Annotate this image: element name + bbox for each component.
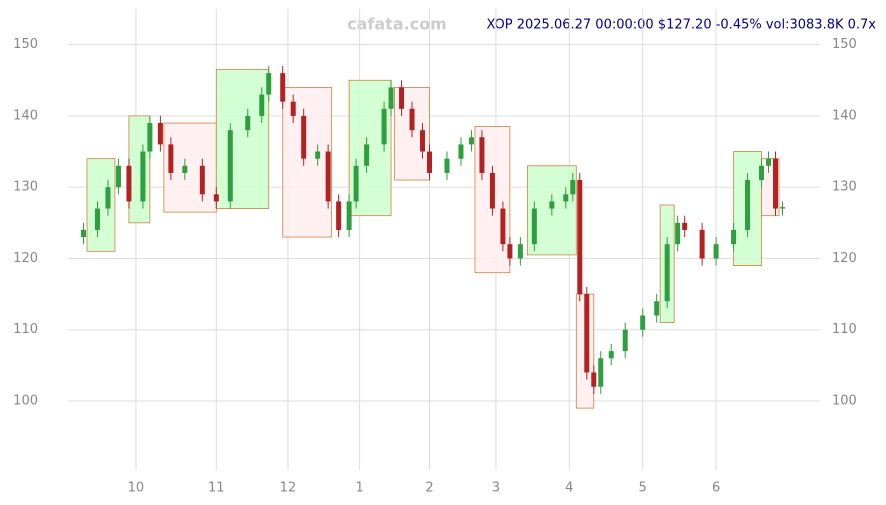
- candle-body: [168, 144, 174, 173]
- candle-body: [682, 222, 688, 230]
- candle-body: [80, 229, 86, 238]
- x-tick-label: 12: [280, 481, 297, 496]
- candle-body: [531, 208, 537, 245]
- candle-body: [427, 151, 433, 173]
- candle-body: [399, 87, 405, 109]
- candle-body: [213, 194, 219, 202]
- candle-body: [364, 144, 370, 166]
- candle-body: [266, 73, 272, 95]
- x-tick-label: 2: [425, 481, 433, 496]
- y-tick-label-right: 100: [832, 393, 857, 408]
- candle-body: [549, 201, 555, 209]
- candle-body: [147, 123, 153, 152]
- candle-body: [259, 94, 265, 116]
- candle-body: [759, 165, 765, 181]
- candle-body: [388, 87, 394, 109]
- candle-body: [315, 151, 321, 159]
- y-tick-label: 110: [13, 322, 38, 337]
- candle-body: [773, 158, 779, 209]
- candle-body: [336, 201, 342, 230]
- candle-body: [584, 294, 590, 373]
- candle-body: [517, 244, 523, 259]
- zone-box: [733, 151, 762, 266]
- candle-body: [290, 101, 296, 116]
- y-tick-label: 140: [13, 108, 38, 123]
- y-tick-label: 120: [13, 251, 38, 266]
- candle-body: [608, 351, 614, 359]
- zone-box: [128, 115, 151, 224]
- y-tick-label-right: 140: [832, 108, 857, 123]
- candle-body: [227, 130, 233, 202]
- zone-box: [215, 69, 270, 209]
- candle-body: [420, 130, 426, 152]
- x-tick-label: 1: [355, 481, 363, 496]
- candle-body: [353, 165, 359, 202]
- candle-body: [280, 73, 286, 102]
- y-tick-label-right: 150: [832, 37, 857, 52]
- candle-body: [105, 187, 111, 209]
- candle-body: [479, 137, 485, 173]
- y-tick-label-right: 120: [832, 251, 857, 266]
- candle-body: [346, 201, 352, 230]
- candle-body: [591, 372, 597, 387]
- candle-body: [182, 165, 188, 173]
- candle-body: [570, 180, 576, 195]
- candle-body: [381, 108, 387, 145]
- candle-body: [640, 315, 646, 330]
- y-tick-label: 150: [13, 37, 38, 52]
- candle-body: [507, 244, 513, 259]
- chart-title: XOP 2025.06.27 00:00:00 $127.20 -0.45% v…: [486, 18, 876, 33]
- candle-body: [699, 229, 705, 259]
- zone-box: [282, 86, 333, 238]
- candle-body: [199, 165, 205, 195]
- candle-body: [409, 108, 415, 131]
- x-tick-label: 10: [128, 481, 145, 496]
- candle-body: [563, 194, 569, 202]
- candle-body: [245, 115, 251, 131]
- candle-body: [140, 151, 146, 202]
- y-tick-label: 130: [13, 180, 38, 195]
- candle-body: [444, 158, 450, 173]
- candle-body: [94, 208, 100, 230]
- candle-body: [115, 165, 121, 188]
- watermark: cafata.com: [347, 15, 447, 34]
- y-tick-label-right: 110: [832, 322, 857, 337]
- candle-body: [622, 329, 628, 352]
- candle-body: [654, 301, 660, 316]
- candle-body: [766, 158, 772, 166]
- candle-body: [325, 151, 331, 202]
- candle-body: [745, 180, 751, 230]
- candle-body: [458, 144, 464, 159]
- candle-body: [598, 358, 604, 387]
- candle-body: [468, 137, 474, 145]
- x-tick-label: 3: [492, 481, 500, 496]
- candle-body: [780, 207, 786, 209]
- x-tick-label: 5: [639, 481, 647, 496]
- y-tick-label: 100: [13, 393, 38, 408]
- candle-body: [157, 123, 163, 145]
- candle-body: [731, 229, 737, 245]
- candle-body: [664, 244, 670, 302]
- x-tick-label: 11: [208, 481, 225, 496]
- candle-body: [577, 180, 583, 295]
- x-tick-label: 6: [712, 481, 720, 496]
- candle-body: [713, 244, 719, 259]
- candle-body: [301, 115, 307, 159]
- candle-body: [675, 222, 681, 245]
- zone-box: [86, 158, 116, 252]
- candle-body: [489, 172, 495, 209]
- candle-body: [126, 165, 132, 202]
- candle-body: [500, 208, 506, 245]
- y-tick-label-right: 130: [832, 180, 857, 195]
- x-tick-label: 4: [565, 481, 573, 496]
